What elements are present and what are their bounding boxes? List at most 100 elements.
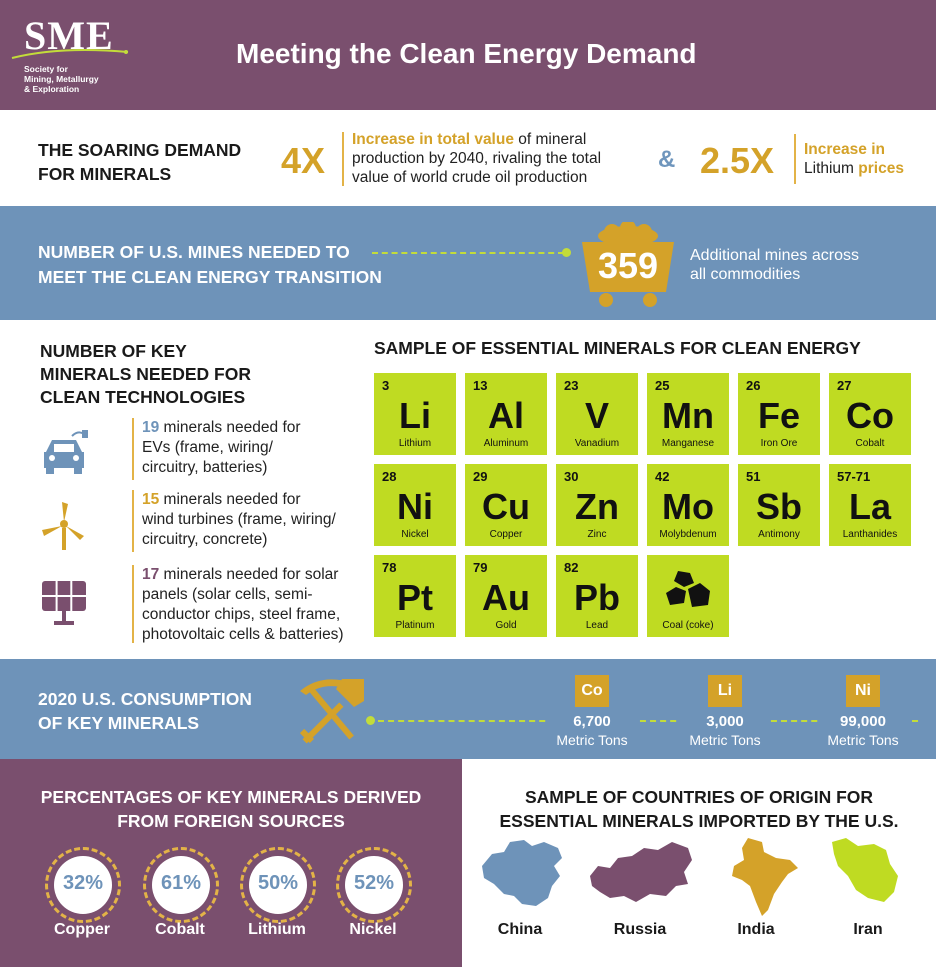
stat-2-5x-highlight: Increase in — [804, 141, 885, 158]
stat-2-5x-highlight: prices — [858, 160, 904, 177]
countries-title-line: ESSENTIAL MINERALS IMPORTED BY THE U.S. — [499, 811, 899, 831]
element-name: Lead — [585, 620, 609, 631]
logo-sub-line: Mining, Metallurgy — [24, 74, 99, 84]
key-mineral-line: photovoltaic cells & batteries) — [142, 626, 344, 643]
mines-text: Additional mines across all commodities — [690, 246, 859, 284]
stat-4x-line: value of world crude oil production — [352, 169, 588, 186]
element-name: Gold — [495, 620, 517, 631]
percent-label: Copper — [54, 921, 110, 938]
element-symbol: Sb — [755, 486, 802, 527]
divider — [342, 132, 344, 186]
percent-ring: 52% — [336, 847, 412, 923]
iran-map-icon — [832, 838, 898, 902]
element-name: Vanadium — [574, 438, 620, 449]
country-label: India — [737, 921, 775, 938]
key-mineral-text: 19 minerals needed for EVs (frame, wirin… — [142, 418, 382, 478]
consumption-unit: Metric Tons — [827, 732, 899, 748]
element-name: Zinc — [587, 529, 607, 540]
element-number: 57-71 — [837, 469, 871, 484]
stat-2-5x-line: Lithium — [804, 160, 859, 177]
country-label: Russia — [613, 921, 667, 938]
key-mineral-line: minerals needed for — [159, 491, 301, 508]
element-tile: 28 Ni Nickel — [374, 464, 456, 546]
element-symbol: Li — [399, 395, 431, 436]
element-tile: 57-71 La Lanthanides — [829, 464, 911, 546]
wind-turbine-icon — [42, 502, 84, 550]
consumption-value: 99,000 — [818, 713, 908, 730]
element-tile: 29 Cu Copper — [465, 464, 547, 546]
element-name: Cobalt — [855, 438, 885, 449]
element-symbol: Co — [846, 395, 894, 436]
mines-label-line: MEET THE CLEAN ENERGY TRANSITION — [38, 267, 382, 287]
key-minerals-title: NUMBER OF KEY MINERALS NEEDED FOR CLEAN … — [40, 340, 280, 409]
china-map-icon — [482, 840, 562, 906]
connector-line — [372, 252, 564, 254]
element-name: Lanthanides — [842, 529, 898, 540]
key-mineral-wind: 15 minerals needed for wind turbines (fr… — [32, 490, 362, 560]
mines-section: NUMBER OF U.S. MINES NEEDED TO MEET THE … — [0, 206, 936, 320]
element-name: Molybdenum — [659, 529, 717, 540]
element-symbol: V — [584, 395, 609, 436]
countries-title-line: SAMPLE OF COUNTRIES OF ORIGIN FOR — [524, 787, 874, 807]
mines-text-line: Additional mines across — [690, 247, 859, 264]
stat-4x-line: production by 2040, rivaling the total — [352, 150, 602, 167]
key-mineral-text: 17 minerals needed for solar panels (sol… — [142, 565, 382, 645]
element-symbol: Fe — [757, 395, 800, 436]
country-label: China — [497, 921, 543, 938]
key-mineral-count: 19 — [142, 419, 160, 436]
consumption-label: 2020 U.S. CONSUMPTION OF KEY MINERALS — [38, 687, 252, 735]
percent-ring: 32% — [45, 847, 121, 923]
element-symbol: Cu — [482, 486, 530, 527]
element-number: 27 — [837, 378, 852, 393]
foreign-title-line: FROM FOREIGN SOURCES — [117, 811, 345, 831]
element-tile: 3 Li Lithium — [374, 373, 456, 455]
element-symbol: Mn — [662, 395, 714, 436]
element-name: Antimony — [758, 529, 800, 540]
element-symbol: Au — [482, 577, 530, 618]
element-number: 25 — [655, 378, 670, 393]
element-name: Aluminum — [483, 438, 529, 449]
pickaxe-shovel-icon — [299, 679, 364, 744]
logo-sub-line: & Exploration — [24, 84, 80, 94]
ampersand: & — [658, 146, 676, 173]
element-number: 78 — [382, 560, 397, 575]
element-number: 23 — [564, 378, 579, 393]
consumption-unit: Metric Tons — [556, 732, 628, 748]
element-tile: 82 Pb Lead — [556, 555, 638, 637]
element-number: 28 — [382, 469, 397, 484]
demand-label-line: THE SOARING DEMAND — [38, 140, 242, 160]
element-tile: 26 Fe Iron Ore — [738, 373, 820, 455]
key-minerals-title-line: MINERALS NEEDED FOR — [40, 364, 251, 384]
element-symbol: Al — [488, 395, 524, 436]
demand-section: THE SOARING DEMAND FOR MINERALS 4X Incre… — [0, 110, 936, 206]
sme-logo: SME Society for Mining, Metallurgy & Exp… — [10, 12, 130, 94]
divider — [794, 134, 796, 184]
element-tile: 13 Al Aluminum — [465, 373, 547, 455]
key-mineral-line: EVs (frame, wiring/ — [142, 439, 273, 456]
foreign-sources-section: PERCENTAGES OF KEY MINERALS DERIVED FROM… — [0, 759, 462, 967]
russia-map-icon — [590, 842, 692, 902]
connector-dot — [366, 716, 375, 725]
element-number: 82 — [564, 560, 579, 575]
key-minerals-title-line: NUMBER OF KEY — [40, 341, 187, 361]
consumption-label-line: OF KEY MINERALS — [38, 713, 200, 733]
element-number: 79 — [473, 560, 488, 575]
percent-ring: 50% — [240, 847, 316, 923]
solar-panel-icon — [42, 581, 86, 625]
key-mineral-text: 15 minerals needed for wind turbines (fr… — [142, 490, 382, 550]
stat-4x-highlight: Increase in total value — [352, 131, 514, 148]
divider — [132, 418, 134, 480]
element-name: Lithium — [398, 438, 432, 449]
element-symbol: Mo — [662, 486, 714, 527]
divider — [132, 565, 134, 643]
element-tile: 78 Pt Platinum — [374, 555, 456, 637]
element-name: Platinum — [395, 620, 435, 631]
stat-2-5x-value: 2.5X — [700, 140, 775, 181]
key-mineral-count: 17 — [142, 566, 160, 583]
coal-icon — [666, 571, 710, 607]
connector-dot — [562, 248, 571, 257]
logo-swoosh-icon — [11, 49, 129, 59]
element-number: 51 — [746, 469, 761, 484]
percent-label: Lithium — [248, 921, 306, 938]
key-mineral-count: 15 — [142, 491, 160, 508]
